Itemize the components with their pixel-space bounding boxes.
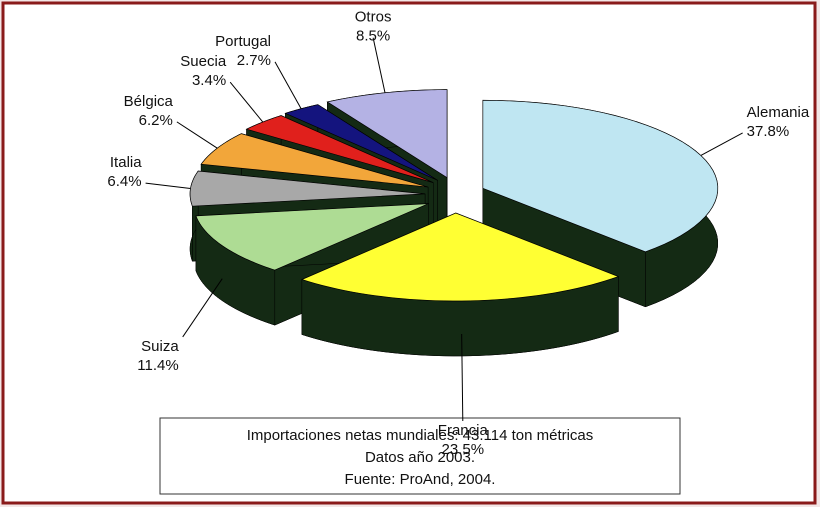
leader-line [145,182,191,190]
note-line: Fuente: ProAnd, 2004. [345,471,496,488]
slice-label: Bélgica [124,93,174,110]
slice-group [300,212,620,357]
note-line: Datos año 2003. [365,449,475,466]
slice-label: Suecia [180,53,227,70]
leader-line [182,278,223,338]
slice-label: Otros [355,9,392,26]
slice [195,203,429,271]
leader-line [176,121,218,149]
slice-group [482,99,719,308]
slice [200,133,429,188]
slice-label: Francia [438,422,489,439]
slice [300,212,620,302]
leader-line [274,61,302,109]
slice-value-label: 6.2% [139,112,173,129]
slice-label: Suiza [141,338,179,355]
slice-value-label: 2.7% [237,52,271,69]
slice-value-label: 37.8% [747,123,790,140]
note-line: Importaciones netas mundiales: 43.114 to… [247,427,594,444]
slice [284,104,438,181]
note-box [159,417,681,495]
slice-value-label: 3.4% [192,72,226,89]
leader-line [229,81,264,123]
slice-label: Alemania [747,104,810,121]
slice-value-label: 23.5% [442,441,485,458]
leader-line [461,333,464,421]
slice-label: Italia [110,154,142,171]
slice-label: Portugal [215,33,271,50]
leader-line [700,132,743,156]
leader-line [372,37,386,93]
slice-value-label: 11.4% [137,357,178,374]
slice-value-label: 6.4% [107,173,141,190]
slice-value-label: 8.5% [356,28,390,45]
